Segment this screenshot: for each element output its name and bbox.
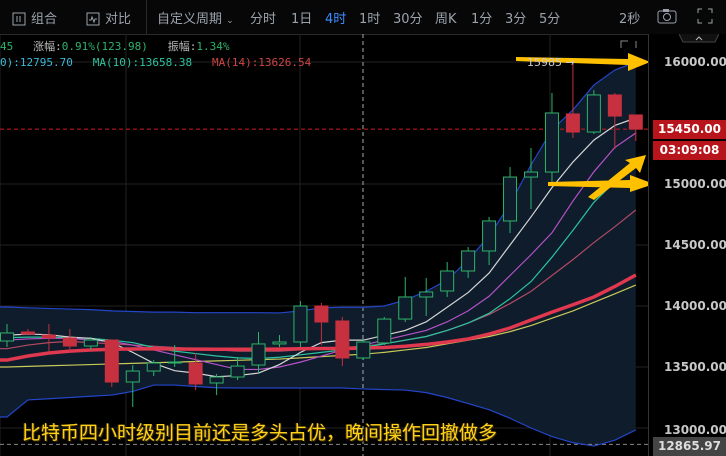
candle-body <box>586 94 601 133</box>
axis-tick: 15000.00 <box>664 177 726 191</box>
candle-body <box>314 305 329 323</box>
candle-body <box>293 305 308 343</box>
candle-body <box>544 112 559 173</box>
candle-body <box>335 320 350 359</box>
annotation-arrow-right <box>516 53 648 71</box>
candle-body <box>503 176 518 222</box>
candle-body <box>188 362 203 385</box>
period-tab-fenshi[interactable]: 分时 <box>250 12 277 27</box>
period-tab-30m[interactable]: 30分 <box>393 12 423 27</box>
price-axis <box>648 34 726 456</box>
period-tab-3m[interactable]: 3分 <box>505 12 527 27</box>
candle-body <box>524 171 538 178</box>
combine-icon <box>12 12 26 26</box>
candle-body <box>125 370 140 383</box>
caption-annotation: 比特币四小时级别目前还是多头占优，晚间操作回撤做多 <box>22 422 498 444</box>
candle-body <box>482 220 497 252</box>
annotation-arrow-right <box>548 175 648 192</box>
info-row-stats: 45 涨幅:0.91%(123.98) 振幅:1.34% <box>0 38 229 54</box>
candle-body <box>83 339 98 347</box>
ma-line <box>0 284 637 368</box>
candle-body <box>419 291 434 298</box>
candle-body <box>209 376 224 384</box>
band-lower-line <box>0 384 637 447</box>
ma14-value: MA(14):13626.54 <box>211 56 312 69</box>
axis-tick: 16000.00 <box>664 55 726 69</box>
candle-body <box>20 331 35 335</box>
candle-body <box>230 365 245 378</box>
annotation-arrow-up <box>588 155 646 200</box>
ma-value-cut: 0):12795.70 <box>0 56 73 69</box>
amplitude-value: 1.34% <box>196 40 230 53</box>
compare-button[interactable]: 对比 <box>86 8 131 27</box>
period-tab-1d[interactable]: 1日 <box>291 12 313 27</box>
scroll-up-icon[interactable] <box>679 34 719 44</box>
camera-icon[interactable] <box>657 8 677 24</box>
candle-body <box>356 341 371 359</box>
amplitude-label: 振幅: <box>167 40 197 53</box>
period-tab-4h[interactable]: 4时 <box>325 12 347 27</box>
ma10-value: MA(10):13658.38 <box>92 56 193 69</box>
period-tab-1h[interactable]: 1时 <box>359 12 381 27</box>
change-value: 0.91%(123.98) <box>61 40 148 53</box>
axis-tick: 13500.00 <box>664 360 726 374</box>
refresh-interval[interactable]: 2秒 <box>619 12 641 27</box>
candlestick-chart[interactable] <box>0 34 648 456</box>
candle-body <box>167 361 182 364</box>
candle-body <box>607 94 622 117</box>
candle-body <box>0 332 14 342</box>
compare-icon <box>86 12 100 26</box>
change-label: 涨幅: <box>33 40 62 53</box>
expand-icon <box>620 40 637 48</box>
period-tab-5m[interactable]: 5分 <box>539 12 561 27</box>
custom-period-dropdown[interactable]: 自定义周期 ⌄ <box>157 8 234 27</box>
period-tab-week[interactable]: 周K <box>435 12 457 27</box>
axis-tick: 14500.00 <box>664 238 726 252</box>
last-price-tag: 15450.00 <box>653 120 726 139</box>
candle-body <box>461 250 476 272</box>
chevron-down-icon: ⌄ <box>226 16 234 26</box>
combine-label: 组合 <box>31 12 58 27</box>
price-fragment: 45 <box>0 40 14 53</box>
candle-body <box>440 270 455 292</box>
info-row-ma: 0):12795.70 MA(10):13658.38 MA(14):13626… <box>0 56 311 69</box>
combine-button[interactable]: 组合 <box>12 8 57 27</box>
countdown-tag: 03:09:08 <box>653 141 726 160</box>
period-tab-1m[interactable]: 1分 <box>471 12 493 27</box>
ma-thick-line <box>0 273 637 362</box>
candle-body <box>104 339 119 383</box>
candle-body <box>272 341 287 345</box>
candle-body <box>565 113 580 133</box>
fullscreen-icon[interactable] <box>697 8 713 24</box>
axis-tick: 14000.00 <box>664 299 726 313</box>
toolbar-divider <box>146 0 147 34</box>
axis-tick: 13000.00 <box>664 423 726 437</box>
custom-period-label: 自定义周期 <box>157 12 223 27</box>
candle-body <box>251 343 266 366</box>
candle-body <box>398 296 413 320</box>
compare-label: 对比 <box>105 12 132 27</box>
toolbar: 组合 对比 自定义周期 ⌄ 分时 1日 4时 1时 30分 周K 1分 3分 5… <box>0 0 726 35</box>
candle-body <box>62 337 77 347</box>
candle-body <box>628 114 643 130</box>
band-upper-line <box>0 61 637 314</box>
candle-body <box>377 318 392 344</box>
candle-body <box>146 362 161 372</box>
candle-body <box>41 334 56 339</box>
high-marker: 15985 → <box>527 56 575 69</box>
low-price-tag: 12865.97 <box>653 437 726 456</box>
